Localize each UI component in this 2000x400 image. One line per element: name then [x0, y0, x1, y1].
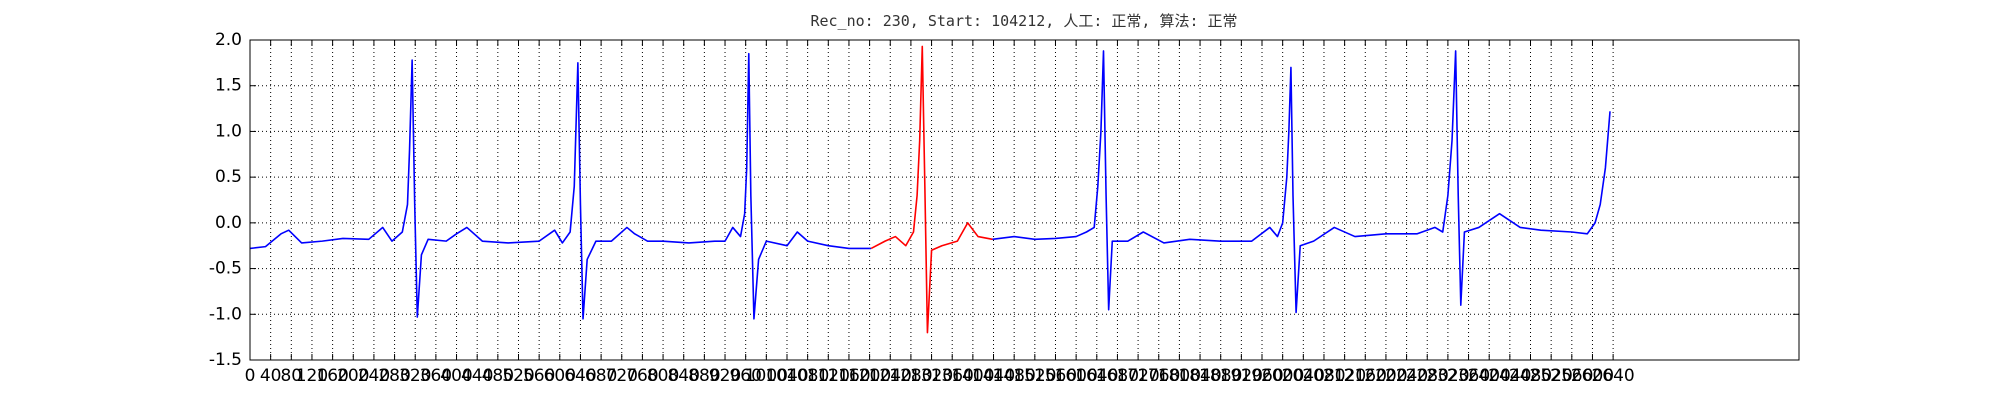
x-tick-label: 760 [626, 366, 658, 386]
x-tick-label: 600 [544, 366, 576, 386]
x-tick-label: 2360 [1447, 366, 1490, 386]
y-tick-label: 1.0 [215, 121, 242, 141]
x-tick-label: 1160 [827, 366, 870, 386]
x-tick-label: 80 [280, 366, 302, 386]
x-tick-label: 1600 [1055, 366, 1098, 386]
y-tick-label: 1.5 [215, 76, 242, 96]
chart-title: Rec_no: 230, Start: 104212, 人工: 正常, 算法: … [810, 12, 1237, 30]
y-tick-label: -0.5 [209, 259, 242, 279]
y-tick-label: 0.5 [215, 167, 242, 187]
y-tick-label: 2.0 [215, 30, 242, 50]
x-tick-label: 1040 [765, 366, 808, 386]
x-tick-label: 1200 [848, 366, 891, 386]
x-tick-label: 2520 [1530, 366, 1573, 386]
x-tick-label: 2080 [1302, 366, 1345, 386]
x-tick-label: 2120 [1323, 366, 1366, 386]
x-tick-label: 2000 [1261, 366, 1304, 386]
x-tick-label: 1680 [1096, 366, 1139, 386]
x-tick-label: 920 [709, 366, 741, 386]
y-tick-label: 0.0 [215, 213, 242, 233]
x-tick-label: 1360 [931, 366, 974, 386]
x-tick-label: 1640 [1075, 366, 1118, 386]
x-tick-label: 2040 [1282, 366, 1325, 386]
x-tick-label: 1920 [1220, 366, 1263, 386]
ecg-line [992, 50, 1611, 314]
x-tick-label: 360 [420, 366, 452, 386]
x-tick-label: 560 [523, 366, 555, 386]
x-tick-label: 40 [260, 366, 282, 386]
x-tick-label: 200 [337, 366, 369, 386]
x-tick-label: 2640 [1591, 366, 1634, 386]
x-tick-label: 640 [564, 366, 596, 386]
x-tick-label: 1320 [910, 366, 953, 386]
x-tick-label: 720 [606, 366, 638, 386]
ecg-line [249, 52, 872, 320]
x-tick-label: 1280 [889, 366, 932, 386]
x-tick-label: 320 [399, 366, 431, 386]
x-tick-label: 1960 [1240, 366, 1283, 386]
x-tick-label: 1880 [1199, 366, 1242, 386]
x-tick-label: 680 [585, 366, 617, 386]
x-tick-label: 1000 [745, 366, 788, 386]
x-tick-label: 1080 [786, 366, 829, 386]
x-tick-label: 1720 [1116, 366, 1159, 386]
x-tick-label: 2320 [1426, 366, 1469, 386]
x-tick-label: 2400 [1468, 366, 1511, 386]
x-tick-label: 2440 [1488, 366, 1531, 386]
x-tick-label: 1440 [972, 366, 1015, 386]
x-tick-label: 2200 [1364, 366, 1407, 386]
x-tick-label: 440 [461, 366, 493, 386]
x-tick-label: 880 [688, 366, 720, 386]
plot-frame [249, 39, 1800, 361]
x-tick-label: 520 [502, 366, 534, 386]
x-tick-label: 2600 [1571, 366, 1614, 386]
x-tick-label: 2240 [1385, 366, 1428, 386]
ecg-line [870, 45, 993, 334]
x-tick-label: 1520 [1013, 366, 1056, 386]
x-tick-label: 240 [358, 366, 390, 386]
x-tick-label: 1480 [993, 366, 1036, 386]
x-tick-label: 160 [316, 366, 348, 386]
x-tick-label: 1560 [1034, 366, 1077, 386]
x-tick-label: 2480 [1509, 366, 1552, 386]
x-tick-label: 280 [378, 366, 410, 386]
x-tick-label: 1840 [1178, 366, 1221, 386]
x-tick-label: 2560 [1550, 366, 1593, 386]
x-tick-label: 480 [482, 366, 514, 386]
y-tick-label: -1.5 [209, 350, 242, 370]
x-tick-label: 120 [296, 366, 328, 386]
x-tick-label: 1760 [1137, 366, 1180, 386]
x-tick-label: 1400 [951, 366, 994, 386]
x-tick-label: 1800 [1158, 366, 1201, 386]
x-tick-label: 840 [667, 366, 699, 386]
x-tick-label: 2160 [1344, 366, 1387, 386]
x-tick-label: 1120 [807, 366, 850, 386]
y-tick-label: -1.0 [209, 304, 242, 324]
x-tick-label: 1240 [869, 366, 912, 386]
x-tick-label: 800 [647, 366, 679, 386]
x-tick-label: 960 [729, 366, 761, 386]
x-tick-label: 400 [440, 366, 472, 386]
x-tick-label: 0 [245, 366, 256, 386]
x-tick-label: 2280 [1406, 366, 1449, 386]
